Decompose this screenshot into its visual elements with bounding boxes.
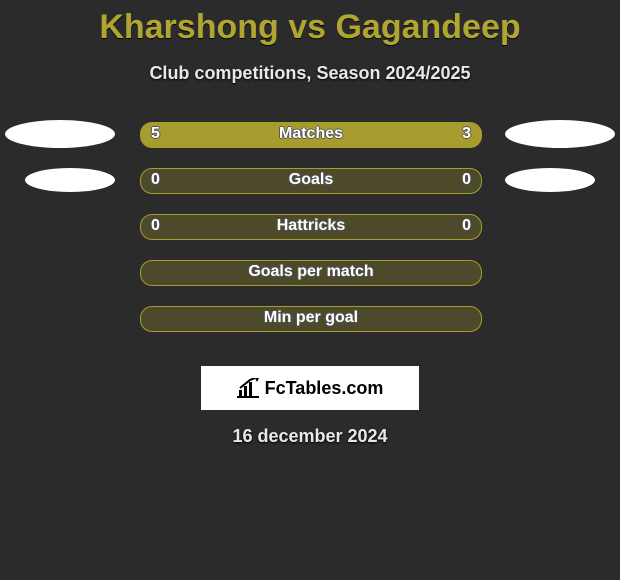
date-line: 16 december 2024 <box>0 426 620 447</box>
stat-row: Goals per match <box>0 260 620 306</box>
stat-label: Matches <box>141 125 481 143</box>
stat-bar: Min per goal <box>140 306 482 332</box>
stat-bar: Goals per match <box>140 260 482 286</box>
fctables-label: FcTables.com <box>265 378 384 399</box>
stat-value-left: 5 <box>151 125 160 143</box>
stat-rows: Matches53Goals00Hattricks00Goals per mat… <box>0 122 620 352</box>
decor-ellipse <box>25 168 115 192</box>
stat-bar: Goals0 0 <box>140 168 482 194</box>
stat-bar: Matches5 3 <box>140 122 482 148</box>
stat-label: Min per goal <box>141 309 481 327</box>
stat-value-left: 0 <box>151 217 160 235</box>
stat-value-left: 0 <box>151 171 160 189</box>
stat-bar: Hattricks0 0 <box>140 214 482 240</box>
page-subtitle: Club competitions, Season 2024/2025 <box>0 63 620 84</box>
decor-ellipse <box>505 168 595 192</box>
stat-label: Hattricks <box>141 217 481 235</box>
stat-value-right: 0 <box>462 217 471 235</box>
stat-value-right: 0 <box>462 171 471 189</box>
stat-label: Goals per match <box>141 263 481 281</box>
stat-value-right: 3 <box>462 125 471 143</box>
comparison-infographic: Kharshong vs Gagandeep Club competitions… <box>0 8 620 447</box>
fctables-badge: FcTables.com <box>201 366 419 410</box>
decor-ellipse <box>505 120 615 148</box>
stat-label: Goals <box>141 171 481 189</box>
stat-row: Min per goal <box>0 306 620 352</box>
page-title: Kharshong vs Gagandeep <box>0 8 620 47</box>
decor-ellipse <box>5 120 115 148</box>
chart-icon <box>237 378 259 398</box>
stat-row: Hattricks0 0 <box>0 214 620 260</box>
